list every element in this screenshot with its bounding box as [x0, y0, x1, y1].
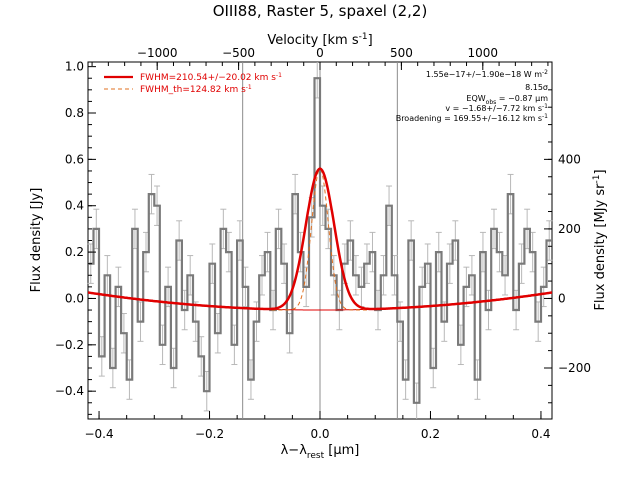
spectrum-series: [88, 77, 552, 404]
y-axis-label: Flux density [Jy]: [29, 188, 44, 293]
x-axis-label: λ−λrest [μm]: [281, 443, 360, 461]
velocity-tick-label: 1000: [468, 46, 499, 60]
x-tick-label: 0.2: [421, 427, 440, 441]
legend: FWHM=210.54+/−20.02 km s-1 FWHM_th=124.8…: [104, 72, 282, 95]
chart-title: OIII88, Raster 5, spaxel (2,2): [213, 2, 428, 20]
velocity-tick-label: −500: [222, 46, 255, 60]
gaussian-fit-curve: [87, 167, 553, 311]
annotation-eqw: EQWobs = −0.87 μm: [466, 94, 548, 106]
annotation-sigma: 8.15σ: [525, 83, 548, 92]
y-tick-label: 0.6: [65, 152, 84, 166]
y-tick-label: −0.4: [55, 384, 84, 398]
y-tick-label: −0.2: [55, 338, 84, 352]
right-axis-label: Flux density [MJy sr-1]: [592, 169, 608, 310]
velocity-tick-label: 0: [316, 46, 324, 60]
y-tick-label: 0.8: [65, 106, 84, 120]
right-tick-label: 400: [558, 152, 581, 166]
y-tick-label: 0.2: [65, 245, 84, 259]
right-tick-label: 0: [558, 291, 566, 305]
legend-fit-label: FWHM=210.54+/−20.02 km s-1: [140, 72, 282, 83]
right-axis-ticks: −200 0 200 400: [544, 89, 591, 404]
top-axis-label: Velocity [km s-1]: [267, 32, 372, 48]
annotation-velocity: v = −1.68+/−7.72 km s-1: [445, 103, 548, 113]
y-tick-label: 0.0: [65, 291, 84, 305]
theoretical-fit-curve: [271, 167, 369, 311]
y-tick-label: 1.0: [65, 60, 84, 74]
x-tick-label: 0.4: [531, 427, 550, 441]
spectrum-line: [88, 77, 552, 404]
right-tick-label: −200: [558, 361, 591, 375]
x-axis-ticks: −0.4 −0.2 0.0 0.2 0.4: [84, 411, 550, 441]
x-tick-label: 0.0: [310, 427, 329, 441]
y-tick-label: 0.4: [65, 199, 84, 213]
fit-curves: [87, 167, 553, 311]
fit-annotations: 1.55e−17+/−1.90e−18 W m-2 8.15σ EQWobs =…: [396, 69, 549, 123]
annotation-broadening: Broadening = 169.55+/−16.12 km s-1: [396, 113, 548, 123]
right-tick-label: 200: [558, 222, 581, 236]
legend-th-label: FWHM_th=124.82 km s-1: [140, 84, 252, 95]
velocity-axis-ticks: −1000 −500 0 500 1000: [91, 46, 549, 70]
velocity-tick-label: −1000: [137, 46, 178, 60]
velocity-tick-label: 500: [390, 46, 413, 60]
x-tick-label: −0.4: [84, 427, 113, 441]
y-axis-ticks: −0.4 −0.2 0.0 0.2 0.4 0.6 0.8 1.0: [55, 60, 96, 415]
annotation-flux: 1.55e−17+/−1.90e−18 W m-2: [426, 69, 548, 79]
x-tick-label: −0.2: [195, 427, 224, 441]
